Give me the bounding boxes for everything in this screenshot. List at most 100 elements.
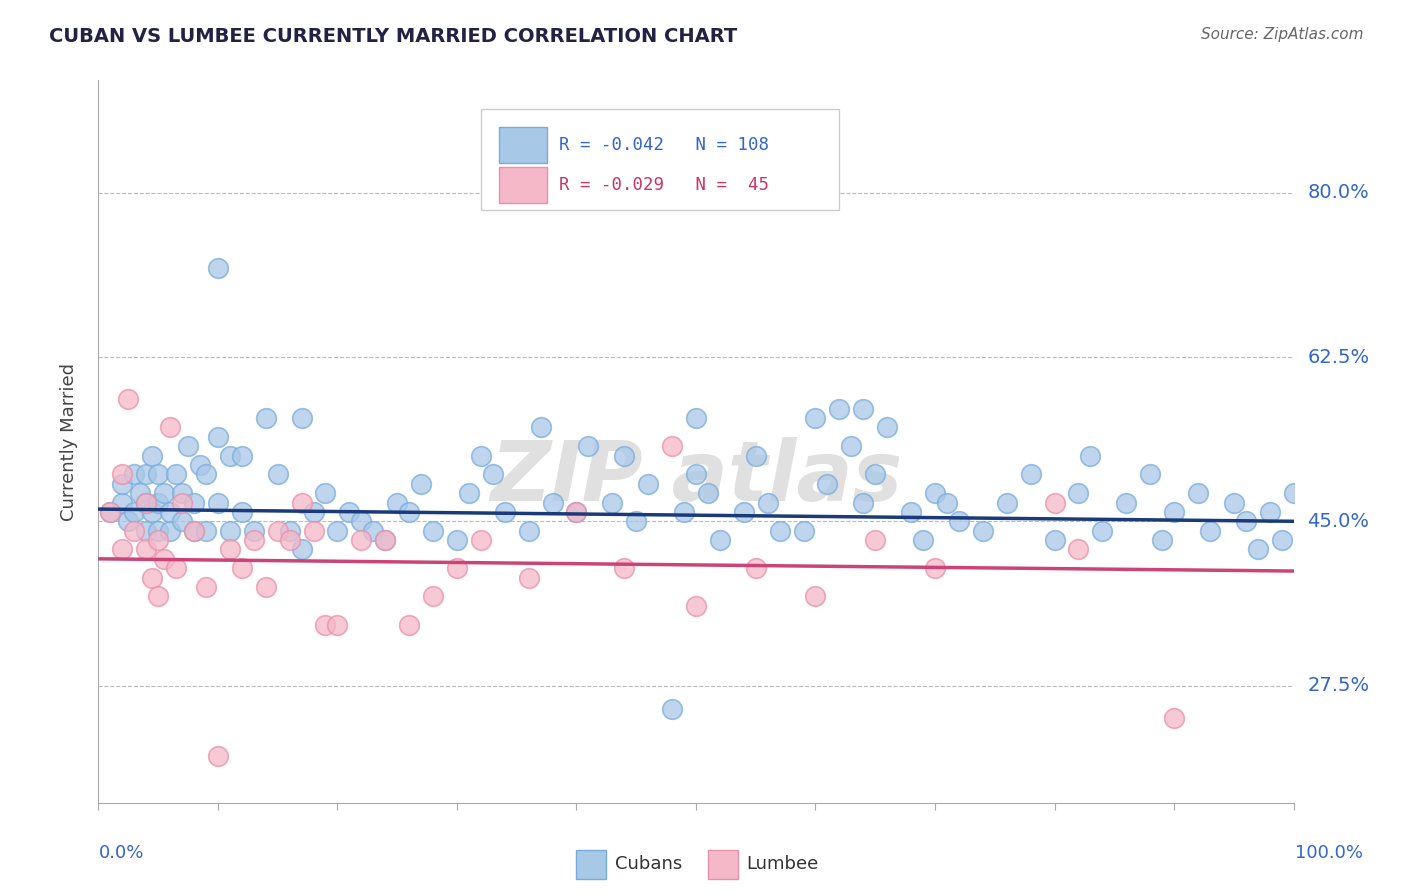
Point (159, 524, 181, 538)
Text: 80.0%: 80.0% (1308, 184, 1369, 202)
Point (326, 524, 349, 538)
Point (117, 392, 139, 407)
Text: 62.5%: 62.5% (1308, 348, 1369, 367)
Point (1152, 533, 1174, 547)
Point (1223, 495, 1246, 509)
Text: 0.0%: 0.0% (98, 845, 143, 863)
Text: ZIP atlas: ZIP atlas (489, 437, 903, 518)
Point (385, 495, 409, 509)
Point (876, 420, 898, 434)
Point (1258, 505, 1281, 519)
Point (398, 617, 420, 632)
Point (172, 514, 194, 528)
Point (481, 467, 505, 482)
Point (291, 411, 314, 425)
Point (207, 748, 229, 763)
Point (326, 617, 349, 632)
Point (517, 571, 540, 585)
Point (709, 533, 731, 547)
Point (1091, 524, 1114, 538)
Point (219, 449, 242, 463)
Point (302, 505, 325, 519)
Point (350, 533, 373, 547)
Point (924, 486, 946, 500)
Point (1163, 505, 1185, 519)
Point (948, 514, 970, 528)
Point (111, 476, 134, 491)
Point (637, 476, 659, 491)
Point (1234, 514, 1257, 528)
Text: 45.0%: 45.0% (1308, 512, 1369, 531)
Point (804, 411, 827, 425)
Point (972, 524, 994, 538)
Point (111, 542, 134, 557)
Point (124, 505, 146, 519)
Point (768, 524, 790, 538)
Point (135, 524, 157, 538)
Point (135, 495, 157, 509)
Point (1282, 486, 1305, 500)
Point (745, 449, 768, 463)
Point (661, 702, 683, 716)
Point (470, 449, 492, 463)
Point (135, 495, 157, 509)
Point (685, 467, 707, 482)
Point (135, 542, 157, 557)
Point (458, 486, 481, 500)
Point (141, 505, 163, 519)
Point (148, 467, 170, 482)
Point (900, 505, 922, 519)
Point (339, 505, 361, 519)
Point (804, 590, 827, 604)
Point (865, 467, 887, 482)
Point (124, 524, 146, 538)
Point (148, 524, 170, 538)
Point (374, 533, 396, 547)
Point (159, 505, 181, 519)
Point (1163, 711, 1185, 725)
Point (159, 420, 181, 434)
Point (398, 505, 420, 519)
Point (841, 439, 863, 453)
Point (183, 495, 205, 509)
Point (852, 401, 875, 416)
Point (254, 580, 277, 594)
Point (422, 590, 444, 604)
Point (148, 590, 170, 604)
Point (1187, 486, 1209, 500)
Point (117, 514, 139, 528)
Point (195, 580, 218, 594)
Point (141, 571, 163, 585)
FancyBboxPatch shape (481, 109, 839, 211)
Y-axis label: Currently Married: Currently Married (59, 362, 77, 521)
Point (177, 439, 200, 453)
Point (1139, 467, 1161, 482)
Point (350, 514, 373, 528)
Point (685, 411, 707, 425)
Point (1067, 542, 1090, 557)
Point (578, 439, 600, 453)
Point (828, 401, 851, 416)
Point (756, 495, 779, 509)
Point (1019, 467, 1042, 482)
Point (254, 411, 277, 425)
Point (865, 533, 887, 547)
Point (815, 476, 838, 491)
Point (626, 514, 648, 528)
Point (219, 542, 242, 557)
Point (793, 524, 815, 538)
Point (1199, 524, 1222, 538)
Point (207, 495, 229, 509)
Point (243, 524, 266, 538)
Point (1043, 495, 1066, 509)
Bar (709, 850, 738, 879)
Point (613, 561, 636, 575)
Point (98, 505, 122, 519)
Point (494, 505, 516, 519)
Point (172, 486, 194, 500)
Point (135, 467, 157, 482)
Point (267, 467, 290, 482)
Point (733, 505, 755, 519)
Point (602, 495, 624, 509)
Point (153, 551, 176, 566)
